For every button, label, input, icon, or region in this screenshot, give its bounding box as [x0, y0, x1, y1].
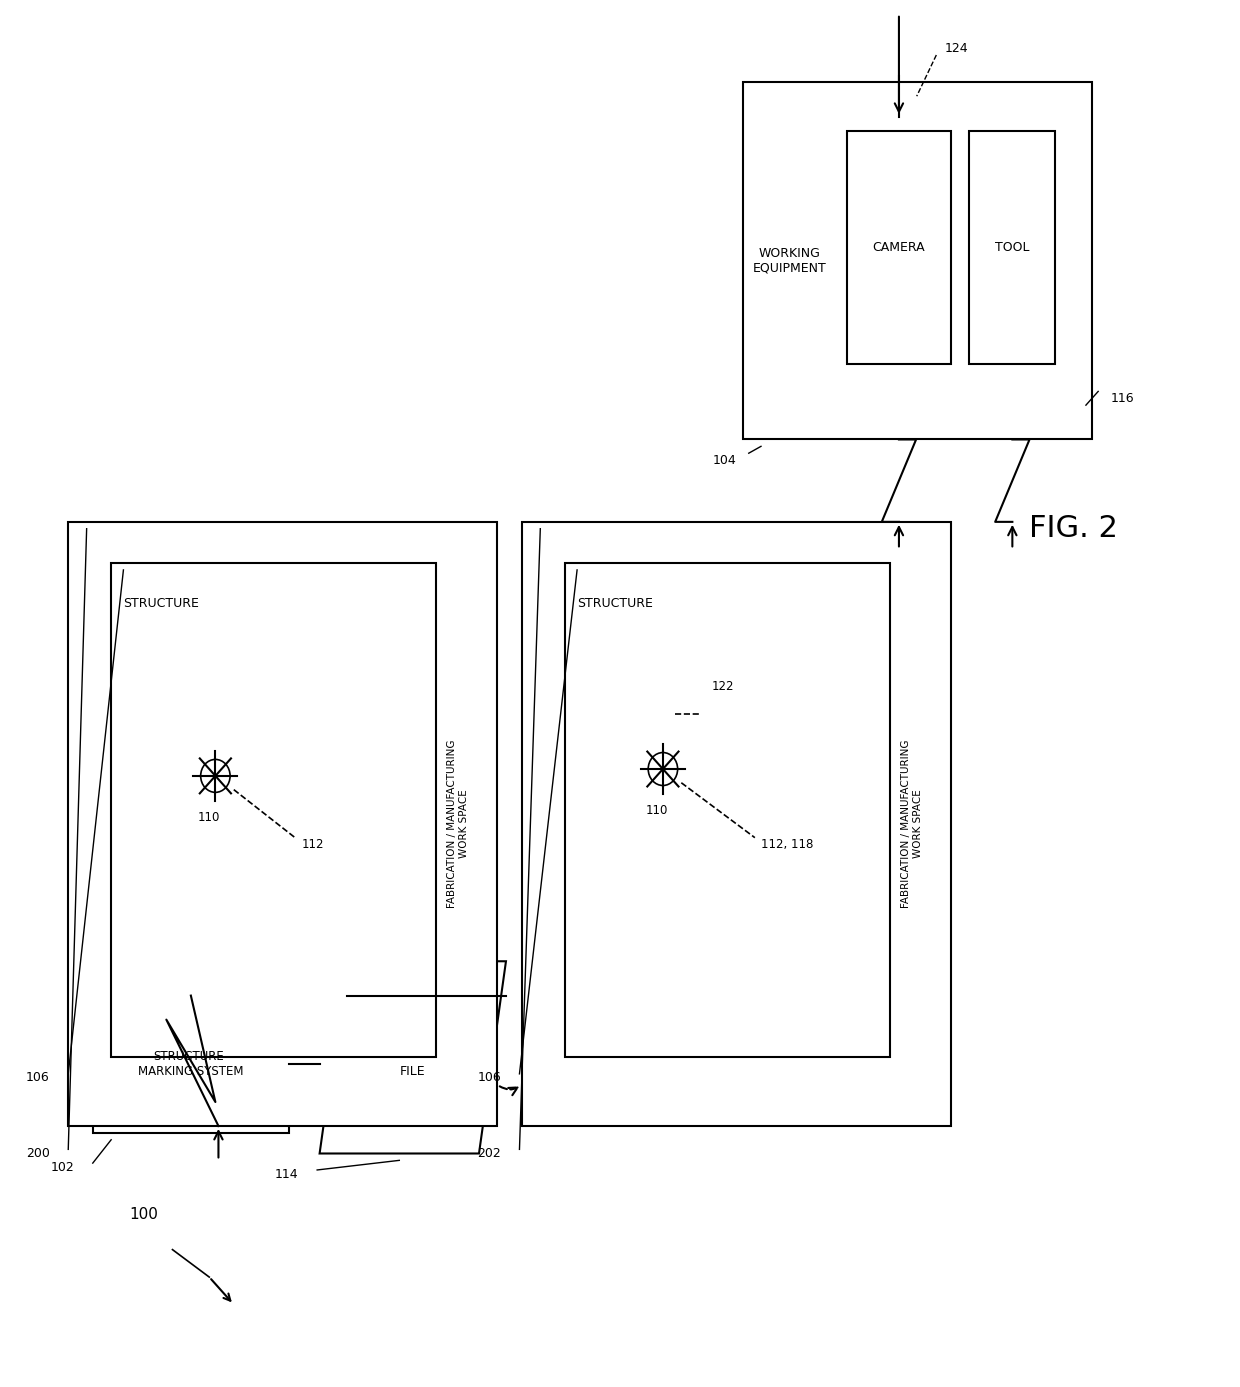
Text: FILE: FILE: [401, 1065, 425, 1078]
Bar: [970, 130, 1055, 363]
Bar: [112, 563, 436, 1057]
Bar: [522, 522, 951, 1126]
Bar: [847, 130, 951, 363]
Text: 114: 114: [275, 1168, 299, 1180]
Bar: [743, 82, 1092, 440]
Text: 104: 104: [713, 454, 737, 466]
Polygon shape: [320, 961, 506, 1154]
Bar: [68, 522, 497, 1126]
Text: 100: 100: [129, 1207, 159, 1222]
Text: 124: 124: [945, 42, 968, 54]
Text: 110: 110: [198, 810, 221, 824]
Text: 102: 102: [51, 1161, 74, 1173]
Text: 112: 112: [301, 838, 324, 852]
Text: 122: 122: [712, 680, 734, 694]
Text: CAMERA: CAMERA: [873, 241, 925, 254]
Text: STRUCTURE: STRUCTURE: [124, 598, 200, 610]
Text: 200: 200: [26, 1147, 50, 1160]
Text: FABRICATION / MANUFACTURING
WORK SPACE: FABRICATION / MANUFACTURING WORK SPACE: [901, 739, 923, 908]
Text: WORKING
EQUIPMENT: WORKING EQUIPMENT: [753, 247, 826, 275]
Bar: [565, 563, 890, 1057]
Text: 106: 106: [477, 1072, 501, 1085]
Text: STRUCTURE-
MARKING SYSTEM: STRUCTURE- MARKING SYSTEM: [138, 1050, 243, 1078]
Text: 202: 202: [477, 1147, 501, 1160]
Bar: [93, 996, 289, 1133]
Text: TOOL: TOOL: [996, 241, 1029, 254]
Text: 112, 118: 112, 118: [761, 838, 813, 852]
Text: FIG. 2: FIG. 2: [1029, 515, 1118, 544]
FancyArrowPatch shape: [500, 1086, 517, 1096]
Text: FABRICATION / MANUFACTURING
WORK SPACE: FABRICATION / MANUFACTURING WORK SPACE: [448, 739, 469, 908]
Text: 106: 106: [26, 1072, 50, 1085]
Text: 116: 116: [1111, 391, 1135, 405]
Text: 110: 110: [646, 803, 668, 817]
Text: STRUCTURE: STRUCTURE: [577, 598, 653, 610]
